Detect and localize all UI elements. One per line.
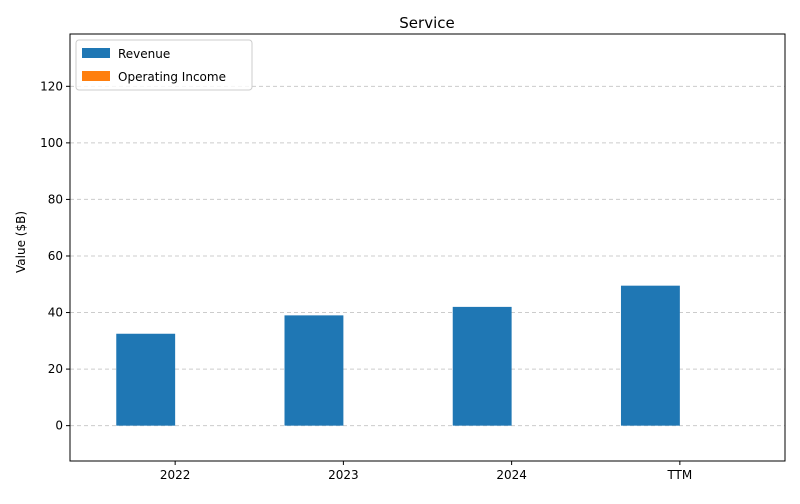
- y-axis-label: Value ($B): [14, 211, 28, 273]
- x-tick-label-2023: 2023: [328, 468, 359, 482]
- legend-swatch-operating-income: [82, 71, 110, 81]
- x-axis-ticks: 2022 2023 2024 TTM: [160, 461, 692, 482]
- bar-revenue-2024: [452, 306, 512, 426]
- y-tick-label-80: 80: [48, 192, 63, 206]
- y-tick-label-120: 120: [40, 79, 63, 93]
- x-tick-label-2022: 2022: [160, 468, 191, 482]
- plot-frame: [69, 33, 786, 462]
- bar-revenue-ttm: [620, 285, 680, 426]
- y-tick-label-100: 100: [40, 136, 63, 150]
- bars: [116, 285, 680, 426]
- y-tick-label-20: 20: [48, 362, 63, 376]
- y-tick-label-0: 0: [55, 419, 63, 433]
- legend-swatch-revenue: [82, 48, 110, 58]
- legend-label-revenue: Revenue: [118, 47, 170, 61]
- legend: Revenue Operating Income: [75, 39, 253, 91]
- y-axis-ticks: 0 20 40 60 80 100 120: [40, 79, 70, 433]
- chart-title: Service: [399, 14, 454, 32]
- grid-lines: [70, 85, 785, 427]
- x-tick-label-2024: 2024: [496, 468, 527, 482]
- y-tick-label-40: 40: [48, 306, 63, 320]
- bar-revenue-2023: [284, 315, 344, 426]
- y-tick-label-60: 60: [48, 249, 63, 263]
- x-tick-label-ttm: TTM: [666, 468, 692, 482]
- bar-revenue-2022: [116, 333, 176, 426]
- legend-box: [75, 39, 253, 91]
- legend-label-operating-income: Operating Income: [118, 70, 226, 84]
